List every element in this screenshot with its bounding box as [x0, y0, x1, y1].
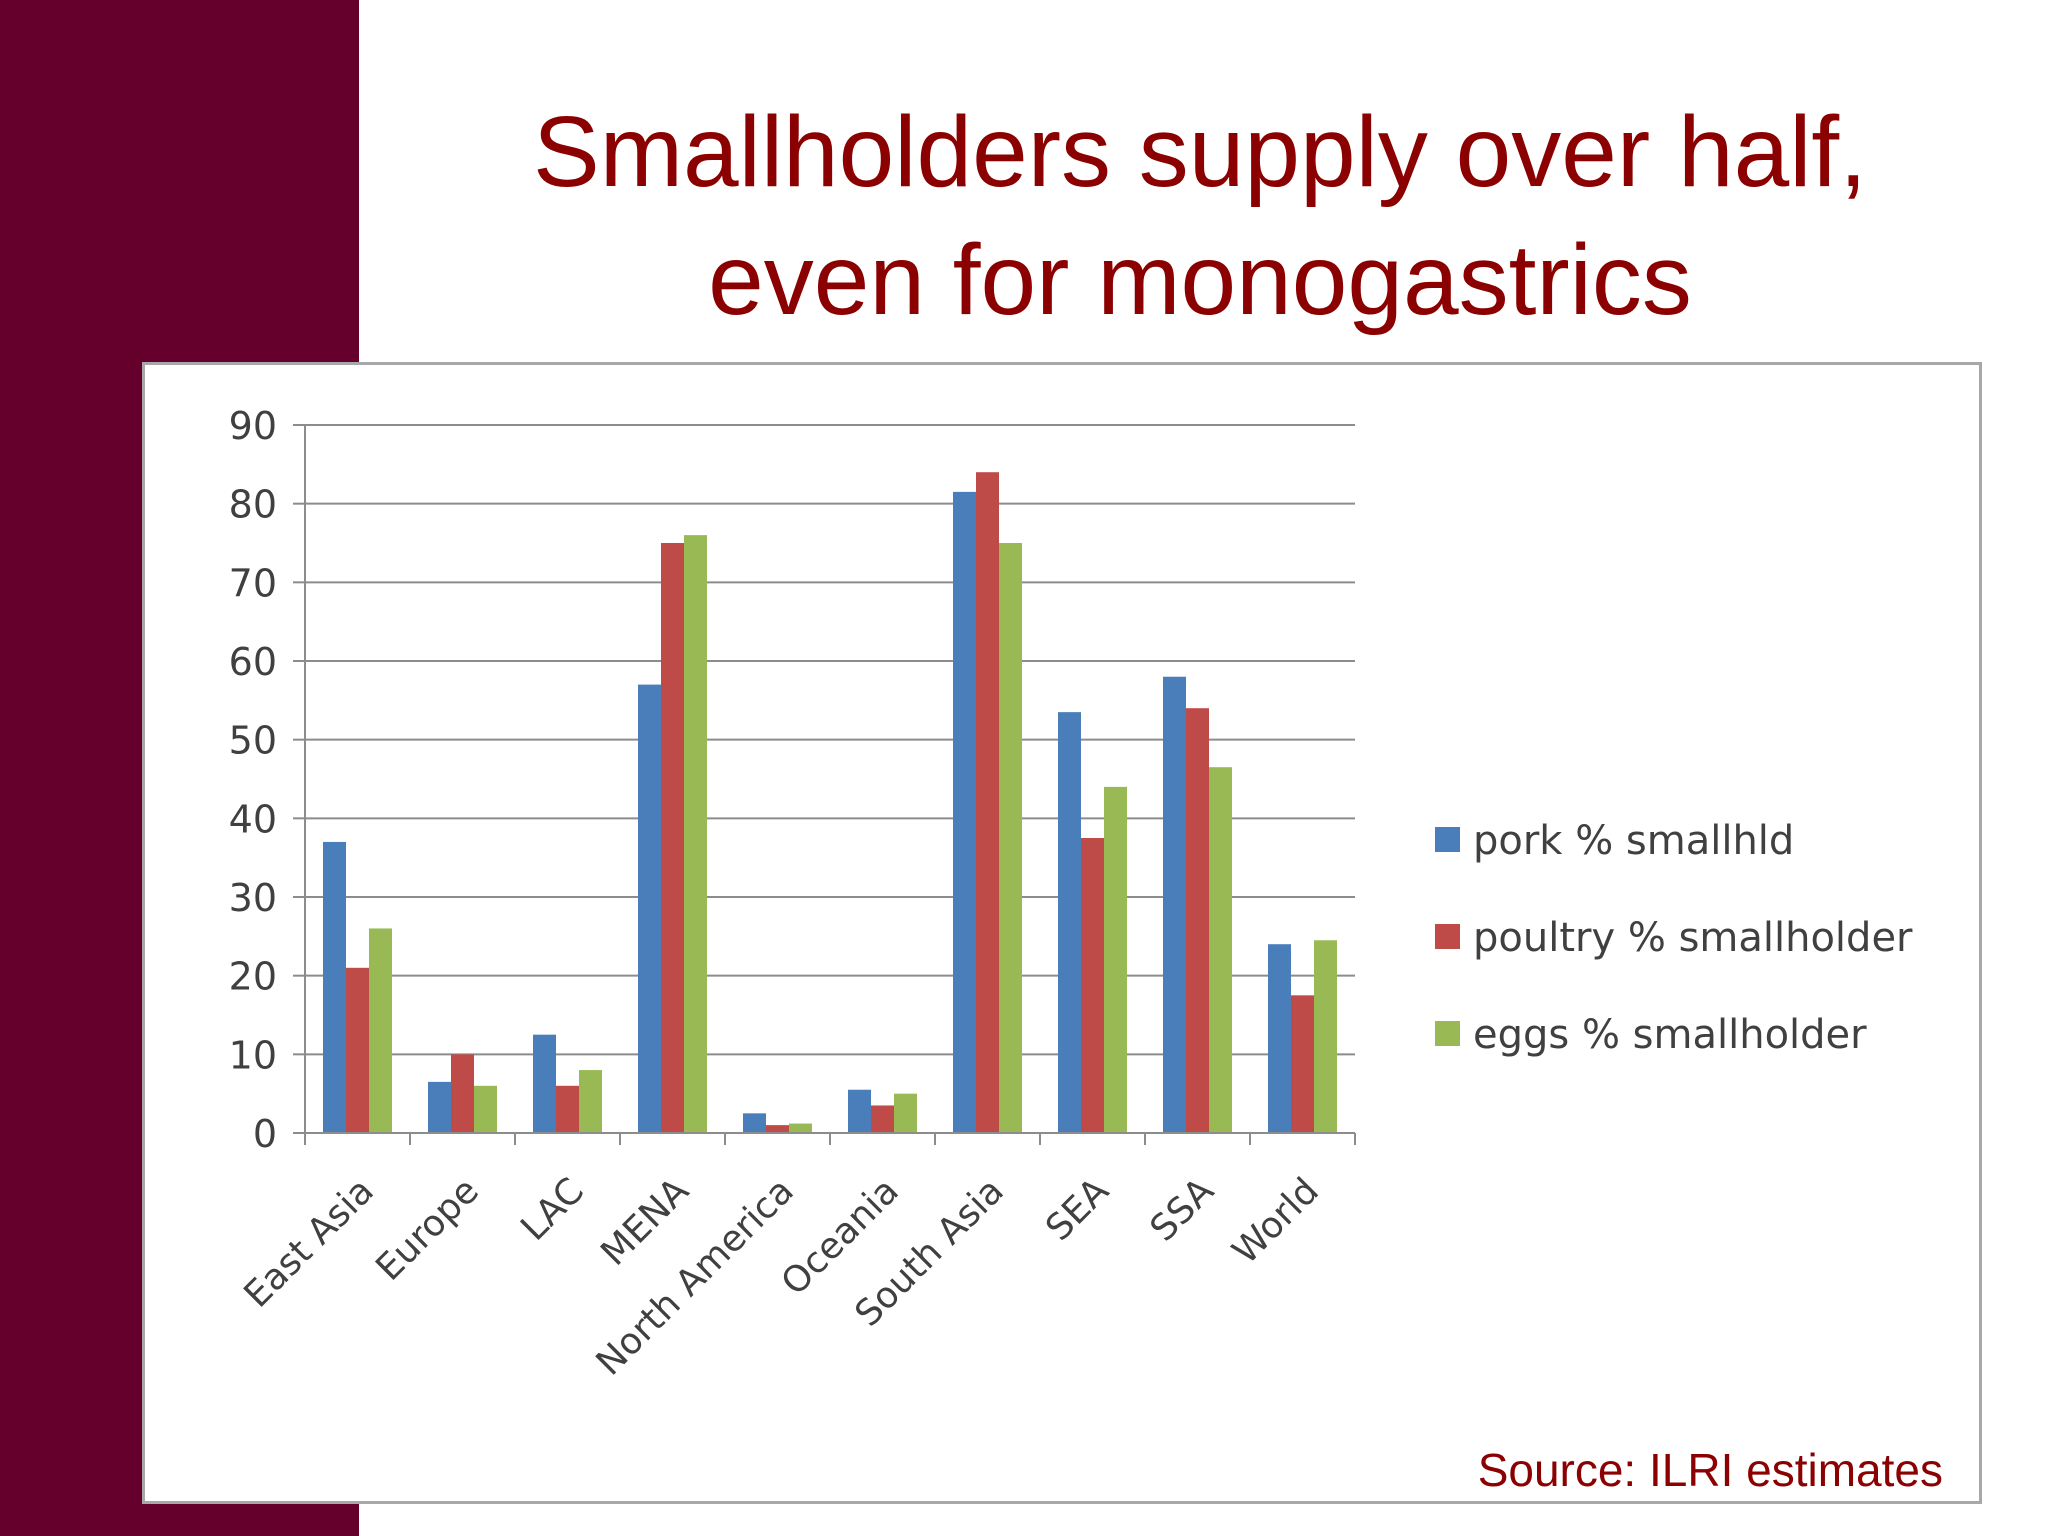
y-tick-label: 10: [229, 1033, 277, 1077]
y-tick-label: 20: [229, 955, 277, 999]
bar-poultry-smallholder-world: [1291, 995, 1314, 1133]
legend: pork % smallhld poultry % smallholder eggs…: [1435, 818, 1913, 1058]
bar-poultry-smallholder-mena: [661, 543, 684, 1133]
legend-swatch: [1435, 1021, 1460, 1046]
legend-label: eggs % smallholder: [1473, 1012, 1867, 1058]
chart-frame: 0 10 20 30 40 50 60 70 80 90 East Asia Europe LAC MEN…: [142, 362, 1982, 1504]
bar-pork-smallhld-mena: [638, 684, 661, 1133]
bar-poultry-smallholder-lac: [556, 1085, 579, 1133]
legend-label: pork % smallhld: [1473, 818, 1794, 864]
bar-poultry-smallholder-ssa: [1186, 708, 1209, 1133]
bar-eggs-smallholder-oceania: [894, 1093, 917, 1133]
bar-pork-smallhld-europe: [428, 1081, 451, 1133]
slide-title-line-2: even for monogastrics: [708, 224, 1692, 336]
bar-poultry-smallholder-oceania: [871, 1105, 894, 1133]
bar-pork-smallhld-north-america: [743, 1113, 766, 1133]
y-tick-label: 90: [229, 404, 277, 448]
bar-eggs-smallholder-east-asia: [369, 928, 392, 1133]
legend-swatch: [1435, 827, 1460, 852]
x-tick-label: North America: [589, 1170, 802, 1383]
x-tick-label: MENA: [593, 1170, 697, 1274]
x-tick-label: LAC: [513, 1170, 591, 1249]
slide-title: Smallholders supply over half, even for …: [400, 88, 2000, 344]
bar-eggs-smallholder-south-asia: [999, 543, 1022, 1133]
legend-label: poultry % smallholder: [1473, 915, 1913, 961]
x-tick-label: Europe: [368, 1170, 487, 1289]
bar-pork-smallhld-oceania: [848, 1089, 871, 1133]
bar-poultry-smallholder-europe: [451, 1054, 474, 1133]
slide-title-line-1: Smallholders supply over half,: [533, 96, 1867, 208]
y-tick-label: 40: [229, 797, 277, 841]
x-tick-label: SEA: [1038, 1170, 1117, 1249]
y-tick-label: 50: [229, 719, 277, 763]
legend-swatch: [1435, 924, 1460, 949]
bar-pork-smallhld-ssa: [1163, 676, 1186, 1133]
bar-pork-smallhld-south-asia: [953, 491, 976, 1133]
bar-eggs-smallholder-lac: [579, 1070, 602, 1133]
bar-eggs-smallholder-europe: [474, 1085, 497, 1133]
gridlines: [305, 424, 1355, 1056]
source-note: Source: ILRI estimates: [1477, 1444, 1943, 1496]
bar-poultry-smallholder-south-asia: [976, 472, 999, 1133]
y-tick-label: 80: [229, 483, 277, 527]
y-tick-label: 30: [229, 876, 277, 920]
bar-eggs-smallholder-mena: [684, 535, 707, 1133]
x-tick-label: World: [1225, 1170, 1327, 1272]
bar-pork-smallhld-sea: [1058, 712, 1081, 1133]
bar-pork-smallhld-east-asia: [323, 841, 346, 1133]
x-tick-label: SSA: [1143, 1170, 1222, 1249]
bar-pork-smallhld-world: [1268, 944, 1291, 1133]
bar-eggs-smallholder-world: [1314, 940, 1337, 1133]
bar-pork-smallhld-lac: [533, 1034, 556, 1133]
y-tick-label: 70: [229, 561, 277, 605]
x-tick-label: East Asia: [236, 1170, 381, 1315]
bar-eggs-smallholder-sea: [1104, 786, 1127, 1133]
bars: [323, 472, 1337, 1133]
bar-eggs-smallholder-ssa: [1209, 767, 1232, 1133]
bar-poultry-smallholder-sea: [1081, 838, 1104, 1133]
bar-eggs-smallholder-north-america: [789, 1123, 812, 1133]
axes: [293, 424, 1356, 1145]
bar-poultry-smallholder-north-america: [766, 1125, 789, 1133]
y-tick-label: 60: [229, 640, 277, 684]
bar-poultry-smallholder-east-asia: [346, 967, 369, 1133]
y-tick-label: 0: [253, 1112, 277, 1156]
